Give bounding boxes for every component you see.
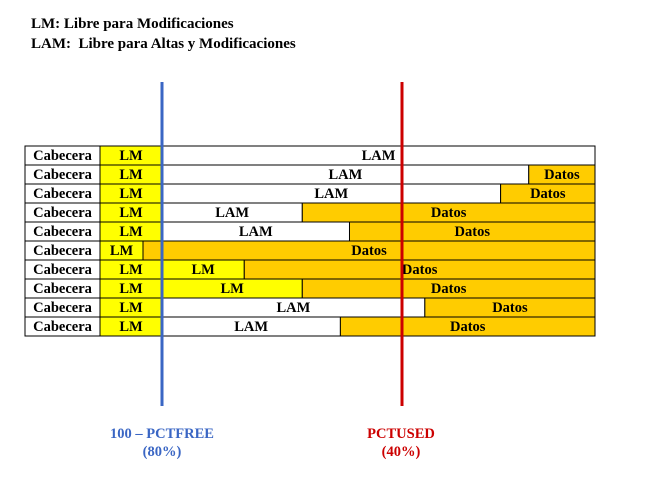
legend-lm: LM: Libre para Modificaciones: [31, 16, 234, 32]
lam-label: LAM: [239, 224, 273, 240]
header-label: Cabecera: [33, 205, 93, 221]
header-label: Cabecera: [33, 300, 93, 316]
lam-label: LAM: [314, 186, 348, 202]
lm-label: LM: [119, 205, 143, 221]
header-label: Cabecera: [33, 262, 93, 278]
datos-label: Datos: [455, 224, 491, 240]
pctfree-title: 100 – PCTFREE: [110, 426, 214, 442]
lam-label: LAM: [215, 205, 249, 221]
header-label: Cabecera: [33, 148, 93, 164]
lm-extra-label: LM: [191, 262, 215, 278]
pctfree-value: (80%): [142, 444, 182, 460]
datos-label: Datos: [492, 300, 528, 316]
header-label: Cabecera: [33, 319, 93, 335]
lam-label: LAM: [276, 300, 310, 316]
datos-label: Datos: [431, 281, 467, 297]
lm-label: LM: [119, 262, 143, 278]
lm-label: LM: [119, 319, 143, 335]
header-label: Cabecera: [33, 186, 93, 202]
datos-label: Datos: [402, 262, 438, 278]
lm-label: LM: [119, 167, 143, 183]
pctfree-label: 100 – PCTFREE (80%): [100, 425, 224, 461]
datos-label: Datos: [450, 319, 486, 335]
lm-label: LM: [119, 148, 143, 164]
pctused-value: (40%): [381, 444, 421, 460]
lm-label: LM: [110, 243, 134, 259]
datos-label: Datos: [431, 205, 467, 221]
datos-label: Datos: [544, 167, 580, 183]
lam-label: LAM: [328, 167, 362, 183]
datos-cell: [339, 316, 596, 337]
lm-label: LM: [119, 300, 143, 316]
header-label: Cabecera: [33, 281, 93, 297]
lm-label: LM: [119, 224, 143, 240]
pctused-title: PCTUSED: [367, 426, 435, 442]
lm-label: LM: [119, 186, 143, 202]
lm-label: LM: [119, 281, 143, 297]
datos-label: Datos: [351, 243, 387, 259]
lam-label: LAM: [234, 319, 268, 335]
header-label: Cabecera: [33, 167, 93, 183]
header-label: Cabecera: [33, 224, 93, 240]
header-label: Cabecera: [33, 243, 93, 259]
lm-extra-label: LM: [220, 281, 244, 297]
legend-lam: LAM: Libre para Altas y Modificaciones: [31, 36, 296, 52]
datos-label: Datos: [530, 186, 566, 202]
lam-label: LAM: [362, 148, 396, 164]
pctused-label: PCTUSED (40%): [345, 425, 457, 461]
